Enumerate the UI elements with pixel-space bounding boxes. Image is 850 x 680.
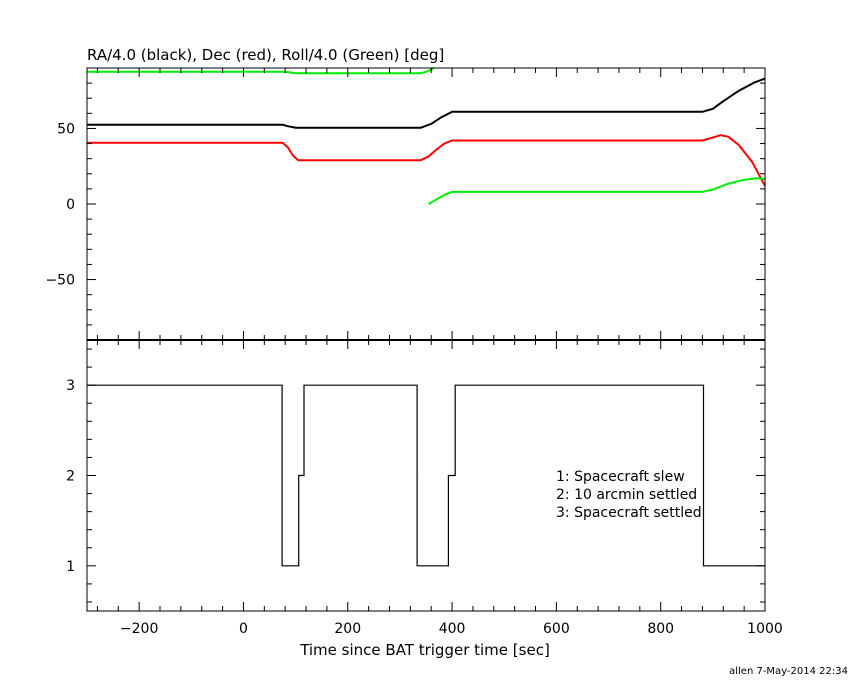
- series-line-0-0: [87, 77, 766, 129]
- y-tick-label: −50: [45, 273, 75, 289]
- series-line-0-1: [87, 134, 766, 187]
- x-tick-label: −200: [120, 621, 158, 637]
- series-line-0-3: [428, 177, 766, 205]
- y-tick-label: 2: [66, 469, 75, 485]
- plot-frame: [86, 67, 766, 341]
- y-tick-label: 1: [66, 559, 75, 575]
- y-tick-label: 0: [66, 197, 75, 213]
- legend-entry: 2: 10 arcmin settled: [556, 487, 697, 503]
- chart-title: RA/4.0 (black), Dec (red), Roll/4.0 (Gre…: [87, 46, 444, 64]
- x-tick-label: 1000: [747, 621, 783, 637]
- y-tick-label: 3: [66, 378, 75, 394]
- x-tick-label: 600: [543, 621, 570, 637]
- x-tick-label: 800: [647, 621, 674, 637]
- series-line-0-2: [87, 67, 435, 75]
- x-tick-label: 0: [239, 621, 248, 637]
- settle-status-panel: 1 2 3 −200 0 200 400 600 800 1000 1: Spacecraft sl…: [66, 339, 783, 637]
- y-tick-label: 50: [57, 121, 75, 137]
- series-line-1-0: [87, 384, 765, 567]
- legend-entry: 3: Spacecraft settled: [556, 505, 702, 521]
- attitude-panel: −50 0 50: [45, 67, 766, 341]
- legend-entry: 1: Spacecraft slew: [556, 469, 685, 485]
- x-tick-label: 200: [334, 621, 361, 637]
- footer-timestamp: allen 7-May-2014 22:34: [729, 666, 848, 677]
- x-tick-label: 400: [439, 621, 466, 637]
- x-axis-label: Time since BAT trigger time [sec]: [299, 641, 550, 659]
